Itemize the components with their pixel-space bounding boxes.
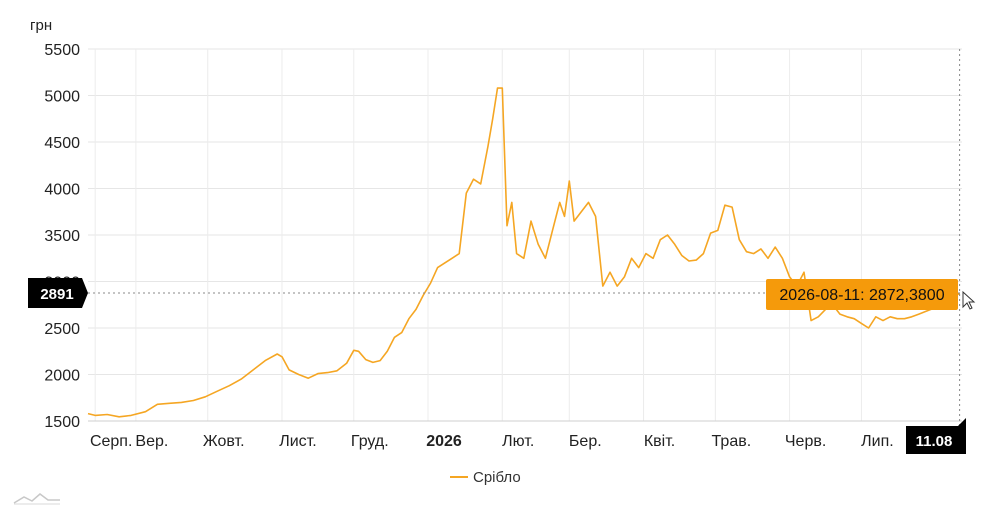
crosshair-y-label-box: [28, 278, 88, 308]
x-tick-label: Бер.: [569, 433, 602, 450]
y-tick-label: 5500: [44, 42, 80, 59]
series-layer: [87, 87, 960, 418]
y-tick-label: 1500: [44, 414, 80, 431]
y-axis-ticks: 150020002500300035004000450050005500: [44, 42, 80, 431]
crosshair-x-label: 11.08: [916, 433, 953, 450]
x-tick-label: 2026: [426, 433, 462, 450]
y-tick-label: 2000: [44, 368, 80, 385]
legend-label: Срібло: [473, 469, 521, 486]
series-line[interactable]: [87, 87, 960, 418]
tooltip-box: [766, 279, 958, 310]
y-tick-label: 4500: [44, 135, 80, 152]
x-axis-ticks: Серп. Вер. Жовт. Лист. Груд. 2026 Лют. Бер. Квіт…: [90, 433, 894, 450]
x-tick-label: Лип.: [861, 433, 894, 450]
grid: [88, 48, 962, 422]
x-tick-label: Лист.: [279, 433, 316, 450]
x-tick-label: Лют.: [502, 433, 534, 450]
y-axis-unit-label: грн: [30, 17, 52, 34]
y-tick-label: 3500: [44, 228, 80, 245]
x-tick-label: Жовт.: [203, 433, 245, 450]
x-tick-label: Серп.: [90, 433, 132, 450]
y-tick-label: 4000: [44, 182, 80, 199]
x-tick-label: Трав.: [712, 433, 752, 450]
y-tick-label: 2500: [44, 321, 80, 338]
x-tick-label: Вер.: [135, 433, 168, 450]
crosshair: 2891 11.08 2026-08-11: 2872,3800: [28, 49, 976, 454]
x-tick-label: Черв.: [785, 433, 826, 450]
watermark-logo: [13, 493, 60, 505]
x-tick-label: Груд.: [351, 433, 389, 450]
x-tick-label: Квіт.: [644, 433, 675, 450]
y-tick-label: 5000: [44, 89, 80, 106]
mouse-cursor-icon: [962, 290, 976, 310]
crosshair-y-label: 2891: [40, 286, 73, 303]
tooltip-text: 2026-08-11: 2872,3800: [779, 287, 944, 304]
crosshair-x-label-box: [906, 418, 966, 454]
legend[interactable]: Срібло: [450, 469, 521, 486]
